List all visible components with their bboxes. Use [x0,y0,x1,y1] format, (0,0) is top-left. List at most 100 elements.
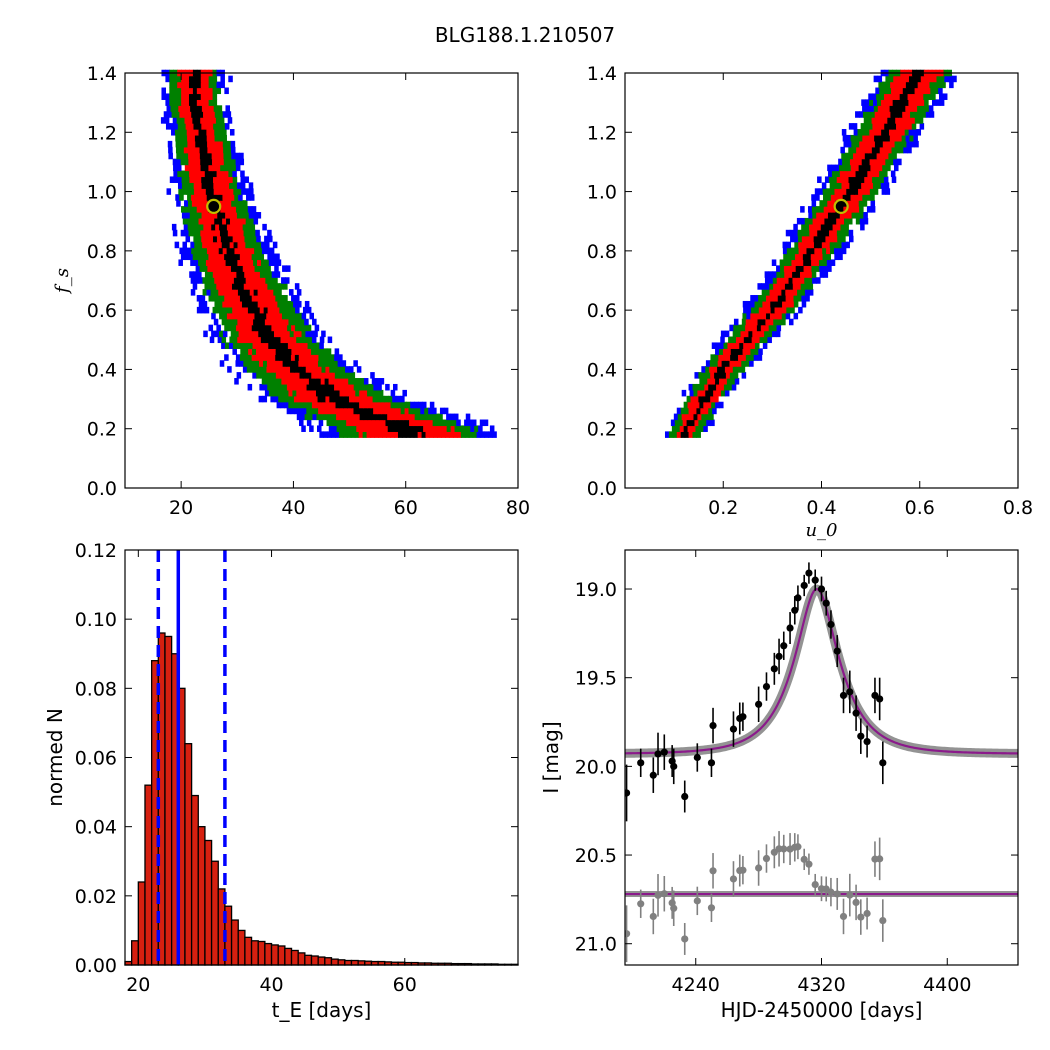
posterior-cell [715,348,720,355]
posterior-cell [840,176,846,183]
posterior-cell [908,99,913,106]
posterior-cell [300,413,306,421]
posterior-cell [764,277,770,284]
posterior-cell [287,324,292,332]
observations [625,562,887,822]
posterior-cell [284,389,290,397]
posterior-cell [810,253,816,261]
posterior-cell [272,318,278,326]
posterior-cell [314,324,320,332]
posterior-cell [809,223,814,231]
posterior-cell [805,295,810,302]
posterior-cell [223,152,228,160]
posterior-cell [811,206,817,213]
posterior-cell [237,217,243,225]
posterior-cell [237,241,243,249]
posterior-cell [774,300,779,308]
posterior-cell [358,431,364,438]
posterior-cell [710,419,715,427]
posterior-cell [336,425,342,432]
posterior-cell [259,306,265,314]
posterior-cell [342,419,347,427]
posterior-cell [337,407,343,415]
posterior-cell [453,431,458,438]
posterior-cell [733,360,738,367]
residual-point [811,880,819,889]
posterior-cell [743,336,749,344]
posterior-cell [229,182,234,189]
posterior-cell [764,271,770,278]
posterior-cell [816,217,822,225]
posterior-cell [218,277,223,284]
posterior-cell [192,81,198,89]
posterior-cell [302,383,308,391]
histogram-bar [197,826,206,966]
x-tick-label: 40 [259,974,283,996]
posterior-cell [825,235,830,243]
histogram-bar [190,794,199,966]
posterior-cell [310,407,315,415]
posterior-cell [697,389,702,397]
posterior-cell [813,235,819,243]
posterior-cell [266,366,271,373]
posterior-cell [245,277,251,284]
posterior-cell [192,75,198,83]
posterior-cell [914,117,920,124]
posterior-cell [247,306,253,314]
posterior-cell [446,413,451,421]
posterior-cell [206,277,211,284]
posterior-cell [846,188,851,195]
posterior-cell [866,105,871,112]
posterior-cell [219,158,225,166]
posterior-cell [228,75,233,83]
posterior-cell [204,306,210,314]
posterior-cell [681,389,687,397]
x-tick-label: 60 [393,974,417,996]
posterior-cell [240,348,245,355]
data-point [791,606,799,614]
posterior-cell [195,247,200,255]
posterior-cell [391,413,396,421]
posterior-cell [862,164,868,172]
posterior-cell [319,401,325,409]
posterior-cell [257,300,263,308]
posterior-cell [214,140,220,148]
posterior-cell [263,383,268,391]
posterior-cell [181,182,187,189]
posterior-cell [721,372,727,379]
x-tick-label: 20 [126,974,150,996]
posterior-cell [329,395,334,403]
posterior-cell [193,170,198,178]
posterior-cell [284,401,289,409]
posterior-cell [192,164,198,172]
posterior-cell [298,383,304,391]
posterior-cell [741,318,747,326]
posterior-cell [294,383,300,391]
posterior-cell [375,425,381,432]
posterior-cell [356,366,362,373]
posterior-cell [257,277,263,284]
data-point [794,594,802,602]
posterior-cell [900,99,906,106]
posterior-cell [302,360,307,367]
posterior-cell [288,389,293,397]
posterior-cell [797,235,803,243]
posterior-cell [819,200,824,207]
posterior-cell [268,336,274,344]
posterior-cell [710,372,715,379]
y-tick-label: 19.0 [575,579,617,601]
posterior-cell [290,407,296,415]
posterior-cell [880,93,885,100]
posterior-cell [479,419,485,427]
posterior-cell [828,176,834,183]
posterior-cell [468,419,473,427]
posterior-cell [734,348,740,355]
posterior-cell [827,200,832,207]
posterior-cell [363,413,369,421]
posterior-cell [736,366,742,373]
posterior-cell [208,99,214,106]
posterior-cell [882,81,887,89]
residual-point [805,860,813,868]
posterior-cell [221,336,227,344]
posterior-cell [223,312,228,320]
